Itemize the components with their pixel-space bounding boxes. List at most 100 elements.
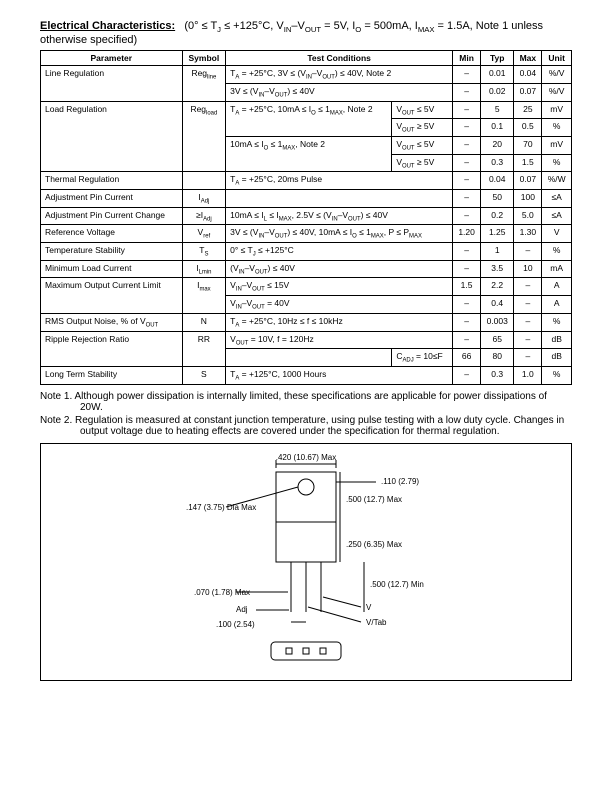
- cell-typ: 80: [481, 349, 514, 367]
- cell-min: –: [453, 190, 481, 208]
- cell-max: 1.5: [514, 154, 542, 172]
- table-row: Adjustment Pin Current Change≥IAdj10mA ≤…: [41, 207, 572, 225]
- cell-u: mA: [542, 260, 572, 278]
- col-max: Max: [514, 51, 542, 66]
- cell-typ: 0.003: [481, 313, 514, 331]
- cell-symbol: RR: [182, 331, 226, 366]
- cell-symbol: TS: [182, 243, 226, 261]
- cell-min: –: [453, 331, 481, 349]
- cell-max: 25: [514, 101, 542, 119]
- cell-u: A: [542, 278, 572, 296]
- cell-min: –: [453, 207, 481, 225]
- table-row: Load RegulationRegloadTA = +25°C, 10mA ≤…: [41, 101, 572, 119]
- cell-parameter: Reference Voltage: [41, 225, 183, 243]
- cell-symbol: ILmin: [182, 260, 226, 278]
- cell-parameter: Adjustment Pin Current: [41, 190, 183, 208]
- cell-parameter: Load Regulation: [41, 101, 183, 172]
- label-vin: VIN: [366, 603, 372, 612]
- dim-100: .100 (2.54): [216, 620, 255, 629]
- package-diagram: .420 (10.67) Max .110 (2.79) .147 (3.75)…: [40, 443, 572, 681]
- cell-parameter: Adjustment Pin Current Change: [41, 207, 183, 225]
- cell-symbol: IAdj: [182, 190, 226, 208]
- cell-u: V: [542, 225, 572, 243]
- table-row: RMS Output Noise, % of VOUTNTA = +25°C, …: [41, 313, 572, 331]
- cell-typ: 65: [481, 331, 514, 349]
- cell-typ: 50: [481, 190, 514, 208]
- cell-min: –: [453, 101, 481, 119]
- table-header-row: Parameter Symbol Test Conditions Min Typ…: [41, 51, 572, 66]
- cell-typ: 0.1: [481, 119, 514, 137]
- cell-symbol: Regload: [182, 101, 226, 172]
- cell-test-conditions: TA = +25°C, 10mA ≤ IO ≤ 1MAX, Note 2: [226, 101, 392, 136]
- cell-min: 66: [453, 349, 481, 367]
- cell-parameter: Line Regulation: [41, 66, 183, 101]
- cell-min: –: [453, 172, 481, 190]
- col-test-conditions: Test Conditions: [226, 51, 453, 66]
- cell-test-conditions: 0° ≤ TJ ≤ +125°C: [226, 243, 453, 261]
- dim-420: .420 (10.67) Max: [276, 453, 336, 462]
- cell-u: A: [542, 296, 572, 314]
- cell-max: 100: [514, 190, 542, 208]
- cell-parameter: Maximum Output Current Limit: [41, 278, 183, 313]
- cell-u: ≤A: [542, 207, 572, 225]
- dim-500min: .500 (12.7) Min: [370, 580, 424, 589]
- note-2: Note 2. Regulation is measured at consta…: [40, 415, 572, 437]
- cell-u: %: [542, 154, 572, 172]
- cell-min: –: [453, 154, 481, 172]
- cell-test-conditions-sub: CADJ = 10≤F: [392, 349, 453, 367]
- characteristics-table: Parameter Symbol Test Conditions Min Typ…: [40, 50, 572, 384]
- table-row: Temperature StabilityTS0° ≤ TJ ≤ +125°C–…: [41, 243, 572, 261]
- col-min: Min: [453, 51, 481, 66]
- cell-min: 1.20: [453, 225, 481, 243]
- cell-test-conditions: [226, 190, 453, 208]
- cell-u: %: [542, 366, 572, 384]
- cell-typ: 5: [481, 101, 514, 119]
- cell-parameter: Temperature Stability: [41, 243, 183, 261]
- col-unit: Unit: [542, 51, 572, 66]
- section-heading: Electrical Characteristics: (0° ≤ TJ ≤ +…: [40, 20, 572, 46]
- cell-symbol: Imax: [182, 278, 226, 313]
- cell-min: –: [453, 296, 481, 314]
- table-row: Adjustment Pin CurrentIAdj–50100≤A: [41, 190, 572, 208]
- cell-symbol: [182, 172, 226, 190]
- cell-min: –: [453, 366, 481, 384]
- cell-typ: 2.2: [481, 278, 514, 296]
- cell-max: 1.30: [514, 225, 542, 243]
- dim-110: .110 (2.79): [381, 477, 419, 486]
- cell-test-conditions: VOUT = 10V, f = 120Hz: [226, 331, 453, 349]
- label-adj: Adj: [236, 605, 248, 614]
- cell-typ: 0.01: [481, 66, 514, 84]
- cell-test-conditions-sub: VOUT ≤ 5V: [392, 136, 453, 154]
- cell-u: mV: [542, 101, 572, 119]
- cell-min: 1.5: [453, 278, 481, 296]
- cell-symbol: Regline: [182, 66, 226, 101]
- cell-test-conditions: TA = +25°C, 20ms Pulse: [226, 172, 453, 190]
- cell-typ: 0.04: [481, 172, 514, 190]
- cell-max: –: [514, 313, 542, 331]
- cell-typ: 1.25: [481, 225, 514, 243]
- cell-min: –: [453, 136, 481, 154]
- table-row: Line RegulationReglineTA = +25°C, 3V ≤ (…: [41, 66, 572, 84]
- cell-test-conditions: 10mA ≤ IO ≤ 1MAX, Note 2: [226, 136, 392, 171]
- cell-u: %: [542, 313, 572, 331]
- table-row: Maximum Output Current LimitImaxVIN–VOUT…: [41, 278, 572, 296]
- cell-typ: 0.3: [481, 154, 514, 172]
- cell-min: –: [453, 313, 481, 331]
- table-row: Ripple Rejection RatioRRVOUT = 10V, f = …: [41, 331, 572, 349]
- cell-test-conditions: 3V ≤ (VIN–VOUT) ≤ 40V, 10mA ≤ IO ≤ 1MAX,…: [226, 225, 453, 243]
- cell-max: –: [514, 278, 542, 296]
- cell-max: 5.0: [514, 207, 542, 225]
- cell-u: %/V: [542, 66, 572, 84]
- cell-typ: 0.02: [481, 83, 514, 101]
- cell-test-conditions: (VIN–VOUT) ≤ 40V: [226, 260, 453, 278]
- dim-147: .147 (3.75) Dia Max: [186, 503, 256, 512]
- cell-parameter: RMS Output Noise, % of VOUT: [41, 313, 183, 331]
- cell-u: dB: [542, 331, 572, 349]
- cell-test-conditions: [226, 349, 392, 367]
- cell-test-conditions-sub: VOUT ≤ 5V: [392, 101, 453, 119]
- cell-u: mV: [542, 136, 572, 154]
- cell-max: –: [514, 349, 542, 367]
- cell-min: –: [453, 260, 481, 278]
- cell-min: –: [453, 119, 481, 137]
- cell-parameter: Minimum Load Current: [41, 260, 183, 278]
